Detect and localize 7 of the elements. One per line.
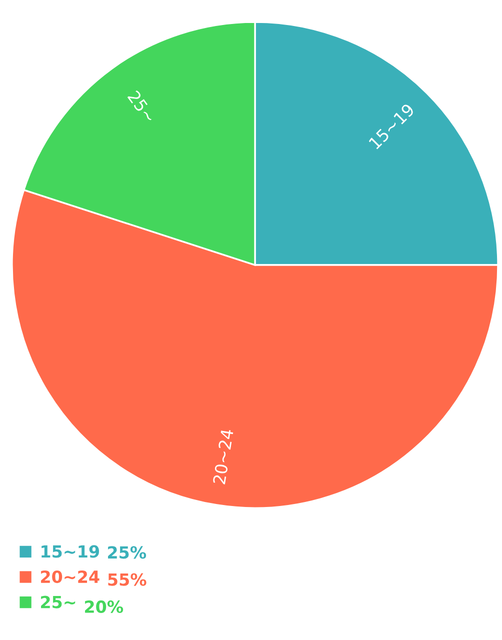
data-label: 55% [108,573,146,586]
legend-label: 15~19 [42,545,99,558]
slice-label: 20~24 [212,428,234,484]
legend-label: 20~24 [41,570,100,584]
data-label: 25% [108,546,146,559]
data-label: 20% [85,600,124,614]
legend-label: 25~ [41,596,76,608]
